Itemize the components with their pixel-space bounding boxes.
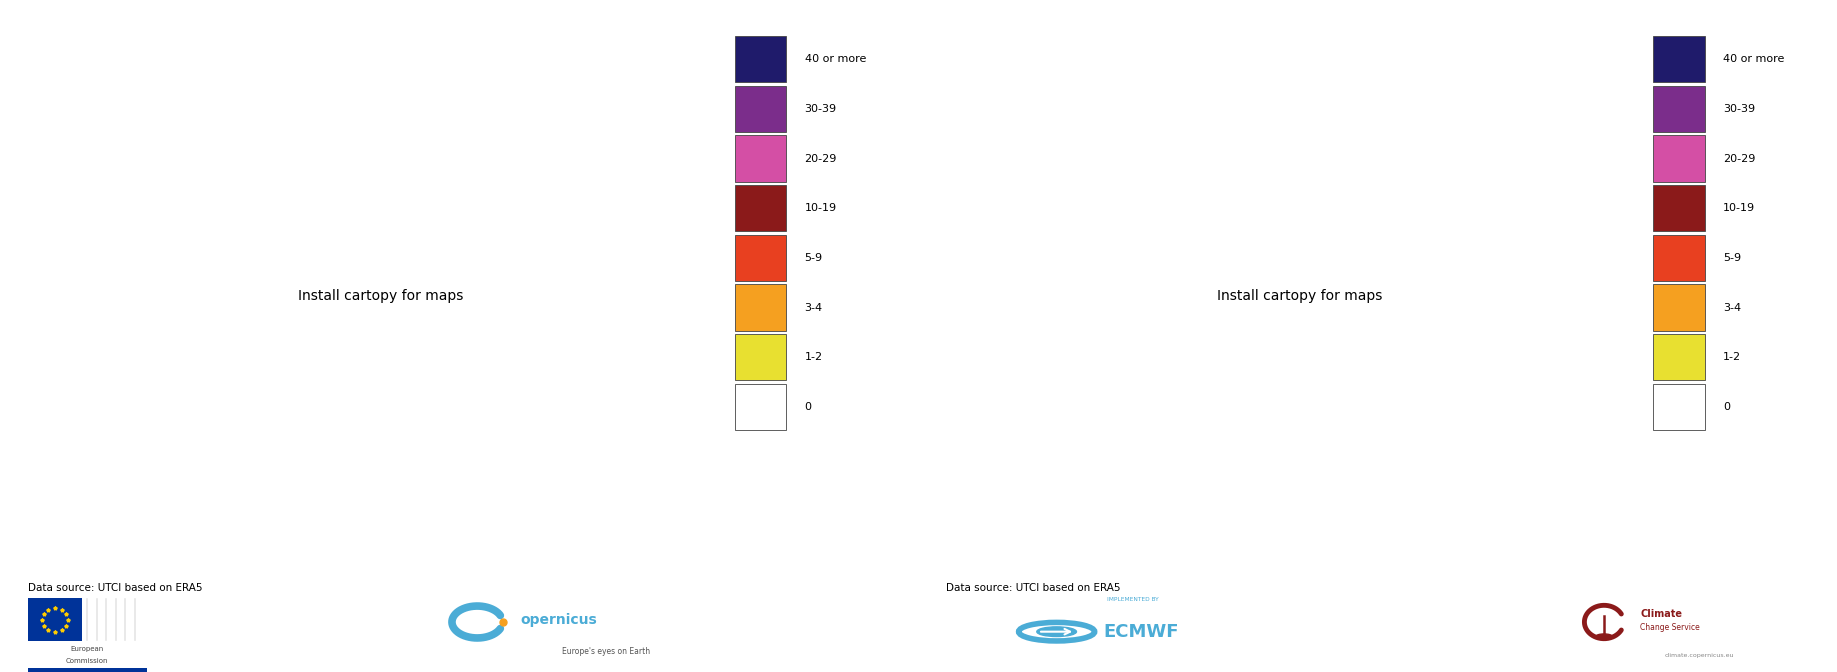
Bar [735, 86, 786, 132]
Text: 3-4: 3-4 [1723, 302, 1741, 312]
Bar [1653, 185, 1705, 231]
Bar [1653, 135, 1705, 181]
Text: Install cartopy for maps: Install cartopy for maps [1216, 289, 1383, 302]
Bar [735, 334, 786, 380]
Text: opernicus: opernicus [520, 614, 597, 628]
Bar [735, 185, 786, 231]
Text: 10-19: 10-19 [805, 203, 836, 213]
Bar [735, 235, 786, 281]
Bar [735, 284, 786, 331]
Text: Climate: Climate [1640, 609, 1683, 619]
Text: 1-2: 1-2 [1723, 352, 1741, 362]
Text: 40 or more: 40 or more [805, 54, 865, 64]
Bar [28, 598, 83, 641]
Text: Data source: UTCI based on ERA5: Data source: UTCI based on ERA5 [946, 583, 1121, 593]
Text: 20-29: 20-29 [1723, 153, 1756, 163]
Text: 3-4: 3-4 [805, 302, 823, 312]
Circle shape [1596, 634, 1613, 639]
Text: climate.copernicus.eu: climate.copernicus.eu [1664, 653, 1734, 659]
Text: 30-39: 30-39 [805, 104, 836, 114]
Text: 40 or more: 40 or more [1723, 54, 1784, 64]
Text: Europe's eyes on Earth: Europe's eyes on Earth [562, 646, 650, 655]
Text: Install cartopy for maps: Install cartopy for maps [298, 289, 465, 302]
Bar [1653, 36, 1705, 82]
Text: European: European [70, 646, 105, 653]
Bar [1653, 384, 1705, 430]
Bar [1653, 86, 1705, 132]
Circle shape [1036, 627, 1076, 636]
Bar [28, 668, 147, 672]
Bar [1653, 284, 1705, 331]
Text: 20-29: 20-29 [805, 153, 838, 163]
Text: 1-2: 1-2 [805, 352, 823, 362]
Bar [735, 384, 786, 430]
Text: ECMWF: ECMWF [1102, 623, 1178, 640]
Text: 30-39: 30-39 [1723, 104, 1754, 114]
Bar [1653, 334, 1705, 380]
Text: 10-19: 10-19 [1723, 203, 1754, 213]
Text: Commission: Commission [66, 658, 108, 664]
Text: Change Service: Change Service [1640, 623, 1699, 632]
Bar [735, 135, 786, 181]
Text: 0: 0 [805, 402, 812, 412]
Text: IMPLEMENTED BY: IMPLEMENTED BY [1108, 597, 1159, 602]
Text: 5-9: 5-9 [805, 253, 823, 263]
Text: 5-9: 5-9 [1723, 253, 1741, 263]
Text: Data source: UTCI based on ERA5: Data source: UTCI based on ERA5 [28, 583, 202, 593]
Bar [1653, 235, 1705, 281]
Text: 0: 0 [1723, 402, 1730, 412]
Bar [735, 36, 786, 82]
